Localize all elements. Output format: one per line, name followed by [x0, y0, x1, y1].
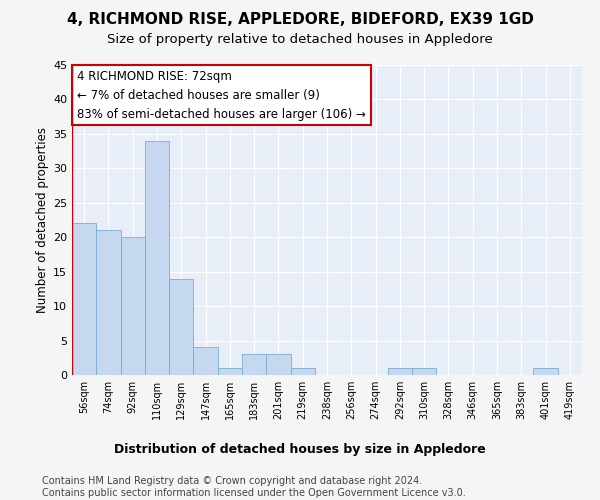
Bar — [388, 368, 412, 375]
Text: 4 RICHMOND RISE: 72sqm
← 7% of detached houses are smaller (9)
83% of semi-detac: 4 RICHMOND RISE: 72sqm ← 7% of detached … — [77, 70, 366, 120]
Text: 4, RICHMOND RISE, APPLEDORE, BIDEFORD, EX39 1GD: 4, RICHMOND RISE, APPLEDORE, BIDEFORD, E… — [67, 12, 533, 28]
Text: Contains HM Land Registry data © Crown copyright and database right 2024.
Contai: Contains HM Land Registry data © Crown c… — [42, 476, 466, 498]
Bar — [72, 224, 96, 375]
Bar — [412, 368, 436, 375]
Bar — [218, 368, 242, 375]
Y-axis label: Number of detached properties: Number of detached properties — [36, 127, 49, 313]
Text: Size of property relative to detached houses in Appledore: Size of property relative to detached ho… — [107, 32, 493, 46]
Bar — [266, 354, 290, 375]
Bar — [193, 348, 218, 375]
Bar — [96, 230, 121, 375]
Bar — [121, 237, 145, 375]
Bar — [145, 141, 169, 375]
Bar — [290, 368, 315, 375]
Text: Distribution of detached houses by size in Appledore: Distribution of detached houses by size … — [114, 442, 486, 456]
Bar — [242, 354, 266, 375]
Bar — [169, 278, 193, 375]
Bar — [533, 368, 558, 375]
